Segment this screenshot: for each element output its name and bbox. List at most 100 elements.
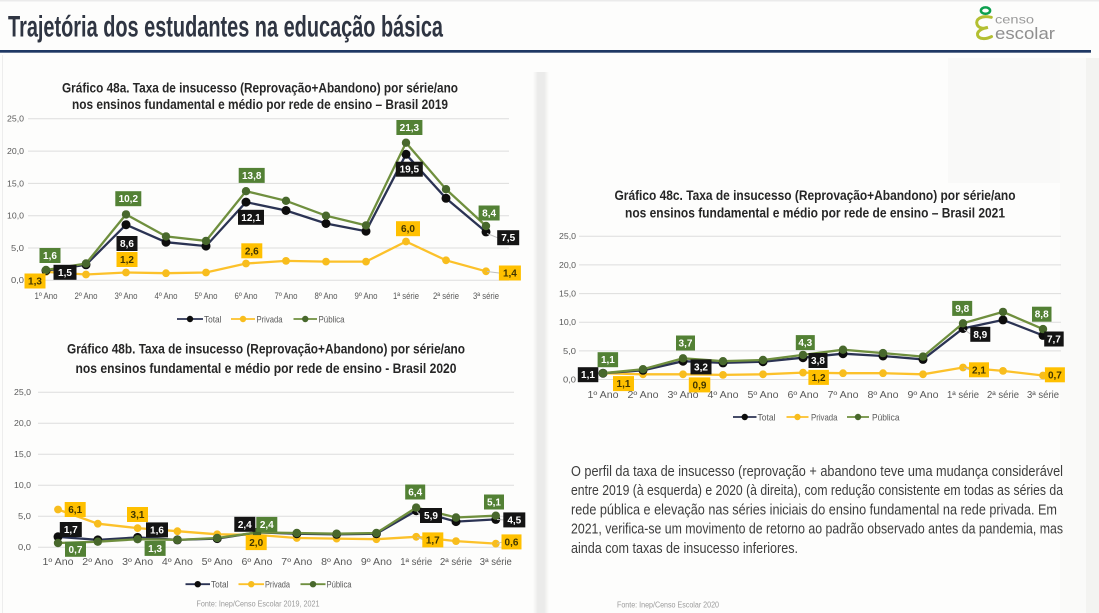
svg-text:3,1: 3,1 — [131, 510, 145, 521]
svg-text:2,1: 2,1 — [972, 365, 986, 376]
svg-text:3º Ano: 3º Ano — [122, 557, 154, 568]
svg-text:1ª série: 1ª série — [400, 557, 433, 568]
svg-text:6º Ano: 6º Ano — [788, 390, 820, 401]
svg-text:2º Ano: 2º Ano — [82, 557, 114, 568]
svg-text:4º Ano: 4º Ano — [155, 291, 178, 301]
svg-text:8º Ano: 8º Ano — [321, 557, 353, 568]
svg-text:Gráfico 48c. Taxa de insucesso: Gráfico 48c. Taxa de insucesso (Reprovaç… — [615, 188, 1016, 203]
svg-text:2º Ano: 2º Ano — [628, 390, 660, 401]
svg-text:1ª série: 1ª série — [393, 291, 419, 301]
svg-text:1º Ano: 1º Ano — [588, 390, 620, 401]
svg-text:4º Ano: 4º Ano — [708, 390, 740, 401]
svg-text:nos ensinos fundamental e médi: nos ensinos fundamental e médio por rede… — [625, 206, 1005, 221]
svg-text:20,0: 20,0 — [559, 260, 576, 270]
svg-text:8º Ano: 8º Ano — [315, 291, 338, 301]
svg-text:1,2: 1,2 — [812, 373, 826, 384]
svg-text:2,6: 2,6 — [245, 246, 259, 257]
svg-text:15,0: 15,0 — [14, 449, 31, 459]
svg-text:20,0: 20,0 — [14, 418, 31, 428]
svg-text:13,8: 13,8 — [242, 171, 262, 182]
svg-text:1,1: 1,1 — [617, 379, 631, 390]
svg-text:1,3: 1,3 — [148, 544, 162, 555]
svg-text:7º Ano: 7º Ano — [275, 291, 298, 301]
svg-text:2,4: 2,4 — [238, 520, 252, 531]
svg-text:ainda com taxas de insucesso i: ainda com taxas de insucesso inferiores. — [571, 540, 798, 557]
svg-text:6,0: 6,0 — [401, 224, 415, 235]
svg-text:25,0: 25,0 — [559, 231, 576, 241]
svg-text:5,0: 5,0 — [563, 346, 576, 356]
svg-text:1,3: 1,3 — [28, 277, 42, 288]
svg-text:nos ensinos fundamental e médi: nos ensinos fundamental e médio por rede… — [76, 361, 457, 376]
svg-text:21,3: 21,3 — [400, 123, 420, 134]
svg-text:Total: Total — [204, 314, 222, 325]
svg-text:Gráfico 48b. Taxa de insucesso: Gráfico 48b. Taxa de insucesso (Reprovaç… — [67, 342, 465, 357]
svg-text:4º Ano: 4º Ano — [162, 557, 194, 568]
svg-text:Pública: Pública — [872, 412, 900, 423]
svg-text:6,4: 6,4 — [408, 488, 422, 499]
svg-text:3,7: 3,7 — [679, 339, 693, 350]
svg-text:3,2: 3,2 — [694, 362, 708, 373]
svg-text:5º Ano: 5º Ano — [202, 557, 234, 568]
svg-text:0,0: 0,0 — [563, 374, 576, 384]
svg-text:1,4: 1,4 — [503, 269, 517, 280]
svg-text:5º Ano: 5º Ano — [748, 390, 780, 401]
svg-text:2ª série: 2ª série — [987, 390, 1020, 401]
svg-text:0,7: 0,7 — [1048, 370, 1062, 381]
svg-text:6º Ano: 6º Ano — [242, 557, 274, 568]
svg-text:3º Ano: 3º Ano — [668, 390, 700, 401]
svg-text:4,5: 4,5 — [507, 515, 521, 526]
svg-text:1ª série: 1ª série — [947, 390, 980, 401]
svg-text:15,0: 15,0 — [559, 288, 576, 298]
svg-text:4,3: 4,3 — [798, 338, 812, 349]
svg-text:7,5: 7,5 — [501, 233, 515, 244]
svg-text:Total: Total — [758, 412, 776, 423]
svg-text:1,7: 1,7 — [64, 525, 78, 536]
svg-text:nos ensinos fundamental e médi: nos ensinos fundamental e médio por rede… — [72, 97, 448, 112]
svg-text:Privada: Privada — [257, 314, 284, 325]
svg-text:2ª série: 2ª série — [433, 291, 459, 301]
svg-text:1,6: 1,6 — [43, 251, 57, 262]
svg-text:3ª série: 3ª série — [473, 291, 499, 301]
svg-text:5º Ano: 5º Ano — [195, 291, 218, 301]
svg-text:6,1: 6,1 — [68, 505, 82, 516]
svg-text:8,8: 8,8 — [1035, 310, 1049, 321]
svg-text:2º Ano: 2º Ano — [75, 291, 98, 301]
svg-text:1,5: 1,5 — [58, 268, 72, 279]
svg-text:O perfil da taxa de insucesso: O perfil da taxa de insucesso (reprovaçã… — [571, 463, 1063, 480]
svg-text:0,0: 0,0 — [18, 542, 31, 552]
svg-text:2021, verifica-se um movimento: 2021, verifica-se um movimento de retorn… — [571, 521, 1063, 538]
svg-text:3º Ano: 3º Ano — [115, 291, 138, 301]
svg-text:8º Ano: 8º Ano — [868, 390, 900, 401]
svg-text:Privada: Privada — [265, 580, 291, 591]
svg-text:Fonte: Inep/Censo Escolar 2019: Fonte: Inep/Censo Escolar 2019, 2021 — [197, 600, 320, 609]
svg-text:19,5: 19,5 — [400, 165, 420, 176]
svg-text:2,4: 2,4 — [260, 520, 274, 531]
svg-text:8,9: 8,9 — [973, 330, 987, 341]
svg-text:15,0: 15,0 — [7, 178, 24, 188]
svg-text:3,8: 3,8 — [811, 356, 825, 367]
svg-text:escolar: escolar — [995, 24, 1055, 43]
svg-text:1,1: 1,1 — [581, 370, 595, 381]
svg-text:censo: censo — [995, 15, 1034, 27]
svg-text:1,2: 1,2 — [120, 255, 134, 266]
svg-text:7º Ano: 7º Ano — [828, 390, 860, 401]
svg-text:rede pública e elevação nas sé: rede pública e elevação nas séries inici… — [571, 501, 1057, 518]
svg-text:5,9: 5,9 — [424, 511, 438, 522]
svg-text:10,0: 10,0 — [559, 317, 576, 327]
svg-text:25,0: 25,0 — [14, 387, 31, 397]
svg-text:8,4: 8,4 — [482, 209, 496, 220]
svg-text:0,9: 0,9 — [693, 380, 707, 391]
svg-text:5,0: 5,0 — [11, 243, 24, 253]
svg-text:9º Ano: 9º Ano — [908, 390, 940, 401]
svg-text:1,6: 1,6 — [150, 525, 164, 536]
svg-text:Pública: Pública — [327, 580, 353, 591]
svg-text:0,0: 0,0 — [11, 275, 24, 285]
svg-text:2ª série: 2ª série — [440, 557, 473, 568]
svg-text:Total: Total — [211, 580, 229, 591]
svg-text:1,7: 1,7 — [426, 535, 440, 546]
svg-text:2,0: 2,0 — [249, 538, 263, 549]
svg-text:Pública: Pública — [319, 314, 346, 325]
svg-text:7,7: 7,7 — [1047, 335, 1061, 346]
svg-text:8,6: 8,6 — [120, 239, 134, 250]
svg-text:9º Ano: 9º Ano — [355, 291, 378, 301]
